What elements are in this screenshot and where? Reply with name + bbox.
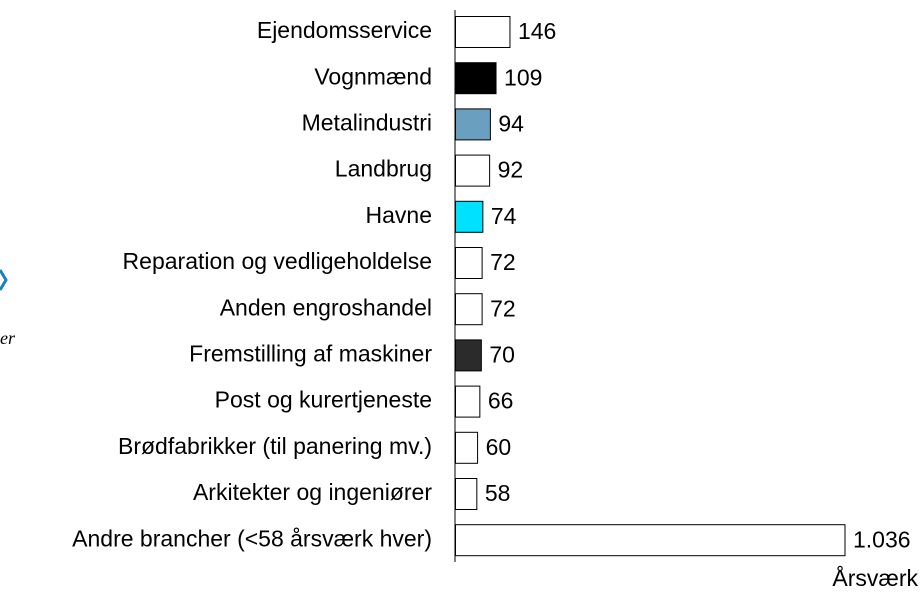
bar — [455, 293, 483, 326]
value-label: 58 — [485, 480, 511, 506]
category-label: Metalindustri — [302, 109, 432, 135]
category-label: Landbrug — [335, 156, 432, 182]
value-label: 92 — [498, 157, 524, 183]
bar — [455, 247, 483, 279]
value-label: 109 — [504, 64, 542, 90]
category-label: Reparation og vedligeholdelse — [123, 248, 432, 274]
value-label: 72 — [490, 249, 516, 275]
value-label: 70 — [489, 341, 515, 367]
bar — [455, 524, 846, 557]
value-label: 60 — [486, 434, 512, 460]
bar — [455, 62, 497, 95]
value-label: 94 — [498, 110, 524, 136]
category-label: Ejendomsservice — [257, 17, 432, 43]
category-label: Andre brancher (<58 årsværk hver) — [72, 525, 432, 551]
bar — [455, 200, 484, 233]
x-axis-label: Årsværk — [832, 564, 918, 591]
category-label: Fremstilling af maskiner — [189, 340, 432, 366]
category-label: Arkitekter og ingeniører — [193, 479, 432, 505]
category-label: Havne — [366, 202, 432, 228]
bar — [455, 154, 491, 187]
value-label: 72 — [490, 295, 516, 321]
value-label: 1.036 — [853, 526, 911, 552]
logo-arrow — [0, 269, 8, 291]
bar — [455, 16, 511, 48]
value-label: 146 — [518, 18, 556, 44]
bar — [455, 108, 491, 141]
category-label: Anden engroshandel — [220, 294, 432, 320]
category-label: Post og kurertjeneste — [215, 387, 432, 413]
bar — [455, 385, 481, 418]
category-label: Brødfabrikker (til panering mv.) — [118, 433, 432, 459]
bar — [455, 431, 479, 464]
bar — [455, 339, 482, 372]
value-label: 66 — [488, 388, 514, 414]
category-label: Vognmænd — [314, 63, 432, 89]
logo-text: er — [0, 328, 16, 348]
bar — [455, 478, 478, 510]
value-label: 74 — [491, 203, 517, 229]
